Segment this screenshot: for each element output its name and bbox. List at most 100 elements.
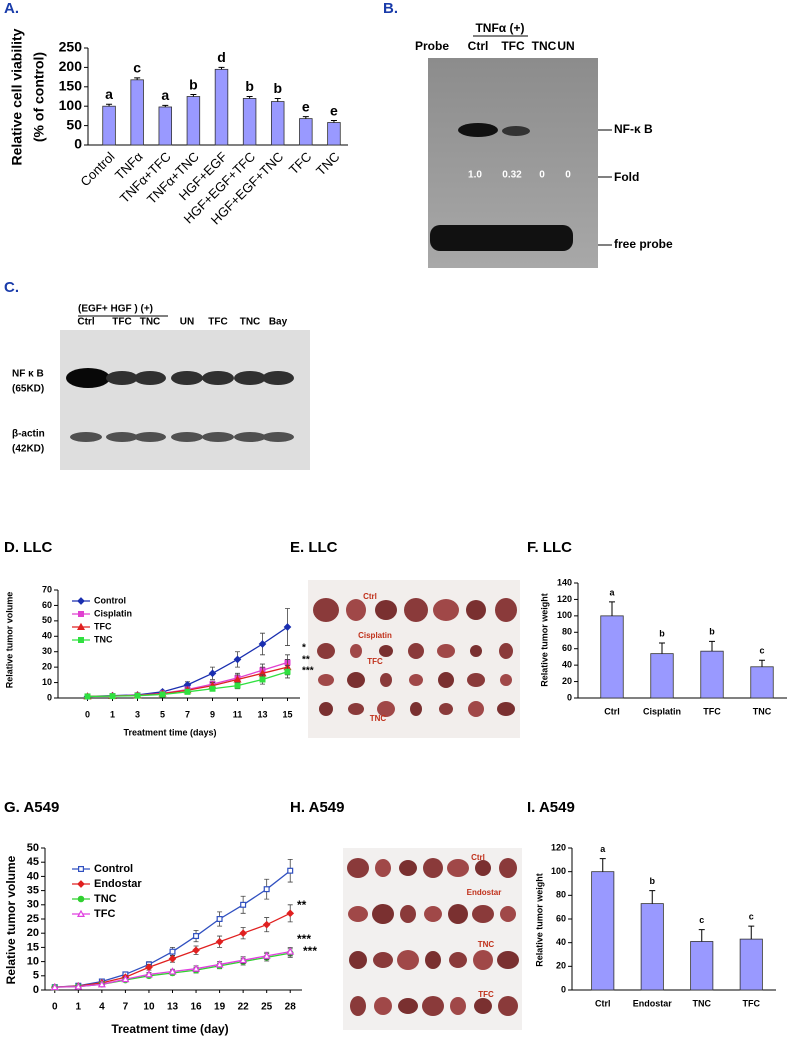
gel-band <box>430 225 573 251</box>
x-tick-label: 1 <box>110 709 115 719</box>
tumor <box>349 951 367 969</box>
point <box>286 947 295 955</box>
y-tick-label: 40 <box>42 631 52 641</box>
tumor <box>424 906 442 922</box>
point <box>259 676 266 683</box>
y-tick-label: 0 <box>74 136 82 152</box>
tumor <box>372 904 394 924</box>
point <box>215 960 224 968</box>
bar-annotation: b <box>273 80 282 96</box>
x-tick-label: 13 <box>257 709 267 719</box>
point <box>50 982 59 991</box>
photo-label: Ctrl <box>363 592 377 601</box>
tumor <box>313 598 339 622</box>
fold-value: 0 <box>565 170 571 181</box>
tumor <box>397 950 419 970</box>
tumor <box>448 904 468 924</box>
x-tick-label: 9 <box>210 709 215 719</box>
point <box>262 951 271 959</box>
blot-band <box>234 371 266 385</box>
y-tick-label: 20 <box>562 676 572 686</box>
point <box>216 915 223 922</box>
y-tick-label: 40 <box>562 660 572 670</box>
y-tick-label: 70 <box>42 584 52 594</box>
panel-title: C. <box>4 279 19 296</box>
y-tick-label: 120 <box>551 842 566 852</box>
chart-title: A. <box>4 0 19 17</box>
bar <box>186 96 201 146</box>
blot-band <box>134 371 166 385</box>
x-tick-label: Endostar <box>633 998 673 1008</box>
error-bar <box>106 103 113 107</box>
y-tick-label: 35 <box>27 885 39 897</box>
point <box>192 964 201 972</box>
tumor <box>468 701 484 717</box>
point <box>258 640 267 648</box>
y-tick-label: 30 <box>42 646 52 656</box>
y-axis-label: Relative tumor volume <box>4 855 18 984</box>
lane-label: TFC <box>112 317 131 328</box>
significance: ** <box>302 655 310 666</box>
bar <box>242 98 257 146</box>
point <box>84 693 91 700</box>
tumor <box>439 703 453 715</box>
gel-band <box>502 126 530 136</box>
bar <box>102 105 116 146</box>
photo-label: TFC <box>367 657 383 666</box>
point <box>168 954 177 963</box>
y-tick-label: 60 <box>42 600 52 610</box>
bar <box>600 615 624 699</box>
y-tick-label: 100 <box>551 866 566 876</box>
point <box>77 865 84 872</box>
error-bar <box>748 925 755 940</box>
y-tick-label: 20 <box>42 662 52 672</box>
tumor <box>404 598 428 622</box>
chart-title: F. LLC <box>527 539 572 556</box>
point <box>215 937 224 946</box>
band-label: Fold <box>614 170 639 184</box>
error-bar <box>609 601 615 616</box>
y-axis-label: Relative tumor weight <box>534 873 544 967</box>
tumor <box>350 644 362 658</box>
photo-label: TNC <box>370 714 387 723</box>
photo-label: Cisplatin <box>358 631 392 640</box>
point <box>97 980 106 988</box>
point <box>209 685 216 692</box>
significance: * <box>302 643 306 654</box>
error-bar <box>162 104 169 107</box>
error-bar <box>659 642 665 654</box>
tumor <box>408 643 424 659</box>
tumor <box>449 952 467 968</box>
legend-label: TNC <box>94 634 113 644</box>
tumor <box>475 860 491 876</box>
lane-label: TNC <box>532 39 557 53</box>
chart-title: D. LLC <box>4 539 52 556</box>
panel-title: E. LLC <box>290 539 338 556</box>
blot-band <box>202 432 234 442</box>
x-axis-label: Treatment time (days) <box>123 727 216 737</box>
bar <box>700 650 724 699</box>
blot-band <box>262 432 294 442</box>
y-axis-label: Relative tumor volume <box>4 592 14 689</box>
bar <box>650 653 674 699</box>
row-label: (65KD) <box>12 384 44 395</box>
point <box>77 597 85 605</box>
chart-title: I. A549 <box>527 799 575 816</box>
bar <box>591 871 615 991</box>
bar-annotation: c <box>759 646 764 656</box>
tumor <box>375 600 397 620</box>
y-tick-label: 10 <box>27 956 39 968</box>
y-tick-label: 80 <box>562 627 572 637</box>
blot-band <box>262 371 294 385</box>
point <box>239 955 248 964</box>
lane-label: TFC <box>501 39 525 53</box>
significance: ** <box>297 898 307 912</box>
x-tick-label: TFC <box>743 998 761 1008</box>
tumor <box>398 998 418 1014</box>
x-tick-label: 0 <box>85 709 90 719</box>
bar-annotation: a <box>105 86 113 102</box>
y-axis-label: Relative tumor weight <box>539 593 549 687</box>
x-tick-label: TNC <box>693 998 712 1008</box>
tumor <box>399 860 417 876</box>
